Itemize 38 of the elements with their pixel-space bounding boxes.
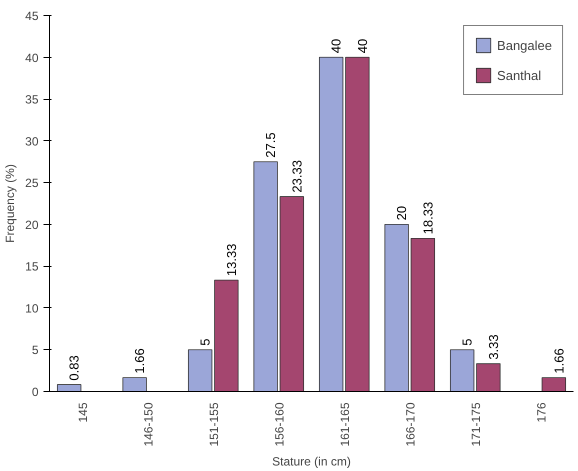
data-label: 13.33 xyxy=(224,244,239,276)
x-axis-title: Stature (in cm) xyxy=(272,454,351,469)
x-tick-label: 166-170 xyxy=(403,402,418,447)
y-tick-label: 35 xyxy=(25,92,39,107)
y-tick-label: 15 xyxy=(25,260,39,274)
data-label: 27.5 xyxy=(263,132,278,158)
data-label: 18.33 xyxy=(420,202,436,234)
y-axis-title: Frequency (%) xyxy=(3,164,18,243)
bar xyxy=(122,377,147,392)
x-tick-label: 161-165 xyxy=(338,402,352,447)
data-label: 20 xyxy=(394,206,410,220)
x-tick-label: 156-160 xyxy=(272,402,286,447)
y-tick-label: 10 xyxy=(25,301,39,316)
legend-label: Santhal xyxy=(497,68,542,82)
y-tick-label: 20 xyxy=(25,218,39,232)
data-label: 5 xyxy=(460,338,475,346)
x-tick-label: 145 xyxy=(76,402,90,423)
data-label: 23.33 xyxy=(289,160,304,193)
y-tick-label: 40 xyxy=(25,50,39,65)
y-tick-label: 30 xyxy=(25,134,39,148)
y-tick-label: 25 xyxy=(25,176,39,190)
x-tick-label: 151-155 xyxy=(206,402,221,447)
data-label: 3.33 xyxy=(486,334,501,360)
y-tick-label: 45 xyxy=(25,9,39,23)
data-label: 1.66 xyxy=(132,348,148,374)
x-tick-label: 171-175 xyxy=(468,402,483,447)
y-tick-label: 0 xyxy=(32,385,39,399)
data-label: 40 xyxy=(354,38,370,54)
legend-label: Bangalee xyxy=(497,38,552,52)
data-label: 1.66 xyxy=(551,348,566,374)
data-label: 40 xyxy=(328,38,344,54)
y-tick-label: 5 xyxy=(32,343,39,358)
data-label: 5 xyxy=(198,338,213,346)
x-tick-label: 176 xyxy=(534,402,548,423)
data-label: 0.83 xyxy=(66,355,82,381)
bar xyxy=(542,377,566,392)
x-tick-label: 146-150 xyxy=(141,402,156,447)
bar xyxy=(56,384,82,392)
